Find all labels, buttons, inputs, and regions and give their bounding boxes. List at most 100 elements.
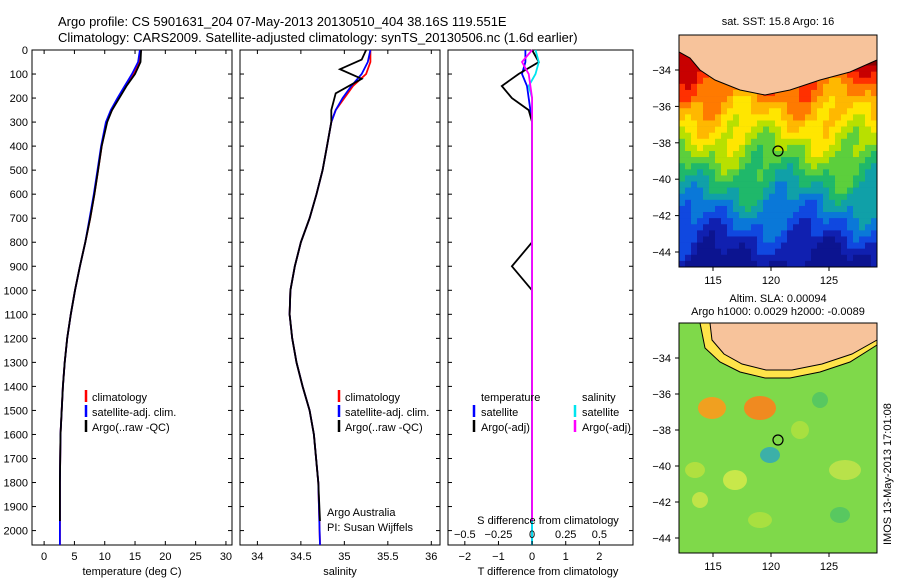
sst-cell: [727, 187, 734, 195]
sst-cell: [691, 83, 698, 91]
sst-cell: [865, 205, 872, 213]
sst-cell: [721, 114, 728, 121]
sst-cell: [871, 108, 878, 115]
sst-cell: [841, 205, 848, 213]
sst-cell: [793, 254, 800, 262]
sst-cell: [703, 199, 710, 207]
sst-cell: [763, 144, 770, 152]
legend-label: satellite: [582, 407, 619, 419]
sst-cell: [697, 89, 704, 97]
sst-cell: [703, 71, 710, 79]
sst-cell: [703, 144, 710, 152]
sst-cell: [721, 175, 728, 182]
sst-cell: [703, 212, 710, 219]
map-y-tick-label: −40: [652, 174, 671, 186]
sst-cell: [769, 144, 776, 152]
sst-cell: [697, 175, 704, 182]
sst-cell: [745, 132, 752, 140]
sst-cell: [829, 181, 836, 188]
map-y-tick-label: −36: [652, 101, 671, 113]
sst-cell: [835, 96, 842, 103]
sst-cell: [745, 224, 752, 231]
sst-cell: [733, 114, 740, 121]
sst-cell: [763, 120, 770, 127]
sst-cell: [859, 193, 866, 201]
sst-cell: [697, 102, 704, 109]
sst-cell: [865, 144, 872, 152]
sst-cell: [793, 120, 800, 127]
sst-cell: [865, 71, 872, 79]
sst-cell: [721, 126, 728, 133]
sst-cell: [691, 65, 698, 72]
sst-cell: [829, 248, 836, 256]
legend-label: climatology: [92, 392, 148, 404]
sst-cell: [817, 83, 824, 91]
sst-cell: [757, 144, 764, 152]
sst-cell: [745, 212, 752, 219]
sst-cell: [859, 132, 866, 140]
sst-map-title: sat. SST: 15.8 Argo: 16: [722, 16, 835, 28]
sst-cell: [685, 138, 692, 146]
sst-cell: [697, 260, 704, 268]
sst-cell: [859, 181, 866, 188]
sst-cell: [865, 163, 872, 170]
sst-cell: [721, 218, 728, 225]
sst-cell: [739, 169, 746, 176]
sst-cell: [853, 114, 860, 121]
sst-cell: [865, 254, 872, 262]
sst-cell: [745, 144, 752, 152]
sst-cell: [853, 126, 860, 133]
sst-cell: [865, 77, 872, 85]
sst-cell: [805, 218, 812, 225]
legend-label: Argo(..raw -QC): [92, 422, 170, 434]
sst-cell: [697, 193, 704, 201]
header-line1: Argo profile: CS 5901631_204 07-May-2013…: [58, 14, 507, 29]
sst-cell: [781, 96, 788, 103]
sst-cell: [787, 138, 794, 146]
sst-cell: [799, 224, 806, 231]
sst-cell: [835, 151, 842, 158]
sst-cell: [871, 138, 878, 146]
sst-cell: [739, 193, 746, 201]
sst-cell: [751, 260, 758, 268]
sst-cell: [727, 254, 734, 262]
sst-cell: [727, 138, 734, 146]
sst-cell: [835, 120, 842, 127]
sst-cell: [715, 248, 722, 256]
sst-cell: [733, 230, 740, 237]
sst-cell: [763, 205, 770, 213]
sst-cell: [847, 77, 854, 85]
sst-cell: [871, 157, 878, 164]
sst-cell: [829, 163, 836, 170]
sst-cell: [835, 144, 842, 152]
sst-cell: [847, 254, 854, 262]
sst-cell: [727, 163, 734, 170]
sst-cell: [733, 163, 740, 170]
sst-cell: [865, 175, 872, 182]
sst-cell: [697, 120, 704, 127]
sst-cell: [697, 157, 704, 164]
sst-cell: [829, 169, 836, 176]
sst-cell: [841, 254, 848, 262]
sst-cell: [679, 132, 686, 140]
x-tick-label: 10: [99, 551, 111, 563]
sst-cell: [763, 187, 770, 195]
sst-cell: [691, 199, 698, 207]
sst-cell: [817, 138, 824, 146]
depth-tick-label: 200: [10, 93, 28, 105]
sst-cell: [709, 89, 716, 97]
sst-cell: [745, 138, 752, 146]
sst-cell: [799, 163, 806, 170]
sst-cell: [763, 175, 770, 182]
sst-cell: [823, 193, 830, 201]
sst-cell: [811, 83, 818, 91]
sst-cell: [733, 102, 740, 109]
sst-cell: [871, 151, 878, 158]
sst-cell: [805, 175, 812, 182]
sst-cell: [721, 254, 728, 262]
sst-cell: [829, 126, 836, 133]
sst-cell: [769, 102, 776, 109]
sst-cell: [691, 77, 698, 85]
sst-cell: [847, 151, 854, 158]
sst-cell: [847, 242, 854, 249]
